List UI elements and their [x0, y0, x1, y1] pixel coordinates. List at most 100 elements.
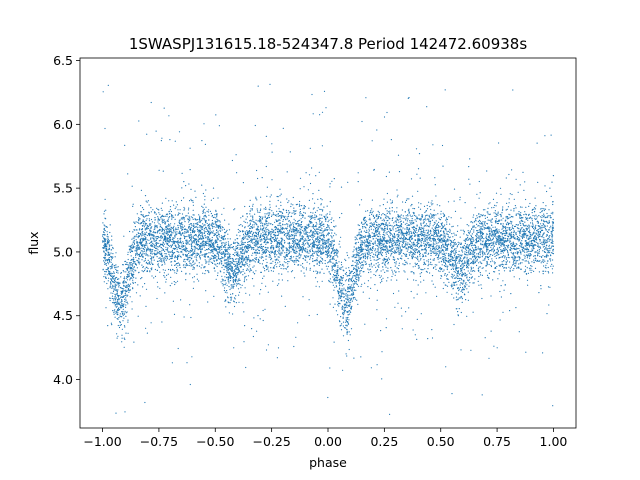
data-point: [256, 257, 258, 259]
data-point: [423, 259, 425, 261]
data-point: [225, 241, 227, 243]
data-point: [361, 244, 364, 246]
data-point: [204, 254, 206, 256]
data-point: [393, 237, 395, 239]
data-point: [115, 281, 117, 283]
data-point: [107, 236, 109, 238]
data-point: [482, 214, 484, 216]
data-point: [463, 281, 465, 283]
data-point: [375, 271, 377, 273]
data-point: [320, 247, 322, 249]
data-point: [395, 271, 397, 274]
data-point: [423, 227, 425, 229]
data-point: [551, 263, 553, 265]
data-point: [177, 255, 179, 257]
data-point: [502, 280, 504, 282]
data-point: [480, 274, 482, 276]
data-point: [147, 225, 149, 227]
data-point: [430, 202, 432, 204]
data-point: [237, 246, 239, 249]
data-point: [486, 243, 489, 245]
data-point: [237, 251, 239, 253]
data-point: [389, 413, 391, 415]
data-point: [540, 228, 542, 230]
data-point: [275, 205, 277, 207]
data-point: [307, 255, 309, 257]
data-point: [293, 277, 296, 279]
data-point: [377, 250, 379, 252]
data-point: [528, 237, 530, 240]
data-point: [277, 231, 279, 233]
data-point: [171, 200, 173, 202]
data-point: [122, 306, 125, 308]
data-point: [299, 253, 301, 255]
data-point: [309, 258, 311, 260]
data-point: [224, 256, 226, 258]
data-point: [533, 259, 535, 261]
data-point: [209, 257, 211, 259]
data-point: [262, 234, 264, 236]
data-point: [106, 282, 108, 285]
data-point: [400, 229, 402, 231]
data-point: [402, 215, 404, 217]
data-point: [310, 222, 312, 224]
data-point: [477, 221, 479, 223]
data-point: [322, 249, 324, 251]
data-point: [395, 228, 397, 230]
data-point: [302, 216, 304, 218]
data-point: [502, 208, 504, 210]
data-point: [430, 217, 432, 219]
data-point: [183, 264, 185, 266]
data-point: [204, 231, 206, 233]
data-point: [286, 255, 289, 257]
data-point: [517, 191, 519, 193]
data-point: [468, 178, 470, 180]
data-point: [503, 270, 506, 272]
data-point: [317, 218, 319, 220]
data-point: [538, 292, 540, 294]
data-point: [413, 241, 415, 243]
data-point: [481, 297, 483, 300]
data-point: [474, 278, 476, 280]
data-point: [189, 251, 191, 253]
data-point: [384, 223, 386, 225]
data-point: [314, 218, 316, 220]
data-point: [176, 268, 178, 270]
data-point: [289, 256, 292, 258]
data-point: [384, 241, 386, 243]
data-point: [453, 244, 455, 246]
data-point: [532, 246, 534, 248]
data-point: [298, 229, 300, 232]
data-point: [410, 230, 412, 233]
data-point: [408, 307, 410, 309]
data-point: [110, 283, 112, 285]
data-point: [544, 225, 546, 227]
data-point: [166, 215, 168, 217]
data-point: [398, 225, 400, 227]
data-point: [493, 345, 495, 347]
data-point: [376, 255, 378, 257]
data-point: [217, 232, 219, 234]
data-point: [183, 248, 185, 250]
data-point: [526, 217, 529, 219]
data-point: [339, 217, 341, 219]
data-point: [488, 272, 490, 274]
data-point: [476, 258, 478, 260]
data-point: [352, 291, 354, 294]
data-point: [435, 241, 437, 243]
data-point: [281, 295, 283, 297]
data-point: [548, 220, 550, 222]
data-point: [275, 263, 277, 265]
data-point: [396, 196, 398, 198]
data-point: [384, 226, 386, 228]
data-point: [515, 224, 517, 226]
data-point: [239, 284, 241, 286]
data-point: [386, 270, 388, 272]
data-point: [382, 269, 384, 271]
data-point: [358, 254, 360, 257]
data-point: [468, 251, 470, 253]
data-point: [409, 252, 411, 254]
data-point: [240, 260, 242, 262]
data-point: [204, 195, 206, 197]
data-point: [249, 210, 252, 212]
